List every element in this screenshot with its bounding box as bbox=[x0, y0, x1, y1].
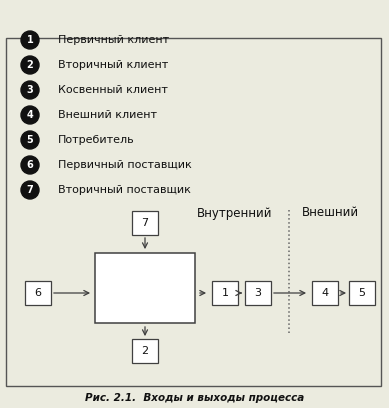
Text: 7: 7 bbox=[26, 185, 33, 195]
Text: 3: 3 bbox=[254, 288, 261, 298]
Text: 3: 3 bbox=[26, 85, 33, 95]
Circle shape bbox=[21, 156, 39, 174]
Text: 5: 5 bbox=[26, 135, 33, 145]
Text: 2: 2 bbox=[142, 346, 149, 356]
Text: Вторичный клиент: Вторичный клиент bbox=[58, 60, 168, 70]
Bar bbox=[245, 281, 271, 305]
Bar bbox=[349, 281, 375, 305]
Text: Косвенный клиент: Косвенный клиент bbox=[58, 85, 168, 95]
Bar bbox=[132, 211, 158, 235]
Circle shape bbox=[21, 131, 39, 149]
Bar bbox=[132, 339, 158, 363]
Circle shape bbox=[21, 56, 39, 74]
Text: 6: 6 bbox=[35, 288, 42, 298]
Text: Вторичный поставщик: Вторичный поставщик bbox=[58, 185, 191, 195]
Text: 4: 4 bbox=[321, 288, 329, 298]
Text: 7: 7 bbox=[142, 218, 149, 228]
Circle shape bbox=[21, 106, 39, 124]
Bar bbox=[212, 281, 238, 305]
Circle shape bbox=[21, 181, 39, 199]
Text: Потребитель: Потребитель bbox=[58, 135, 135, 145]
Text: Внешний клиент: Внешний клиент bbox=[58, 110, 157, 120]
Text: Внутренний: Внутренний bbox=[197, 206, 273, 220]
Text: 1: 1 bbox=[221, 288, 228, 298]
Bar bbox=[95, 253, 195, 323]
Text: Внешний: Внешний bbox=[301, 206, 359, 220]
Text: 4: 4 bbox=[26, 110, 33, 120]
Bar bbox=[25, 281, 51, 305]
Circle shape bbox=[21, 31, 39, 49]
Circle shape bbox=[21, 81, 39, 99]
Text: Первичный клиент: Первичный клиент bbox=[58, 35, 169, 45]
Text: 1: 1 bbox=[26, 35, 33, 45]
Text: Рис. 2.1.  Входы и выходы процесса: Рис. 2.1. Входы и выходы процесса bbox=[85, 393, 304, 403]
Bar bbox=[6, 38, 381, 386]
Text: 5: 5 bbox=[359, 288, 366, 298]
Bar bbox=[312, 281, 338, 305]
Text: 2: 2 bbox=[26, 60, 33, 70]
Text: 6: 6 bbox=[26, 160, 33, 170]
Text: Первичный поставщик: Первичный поставщик bbox=[58, 160, 192, 170]
